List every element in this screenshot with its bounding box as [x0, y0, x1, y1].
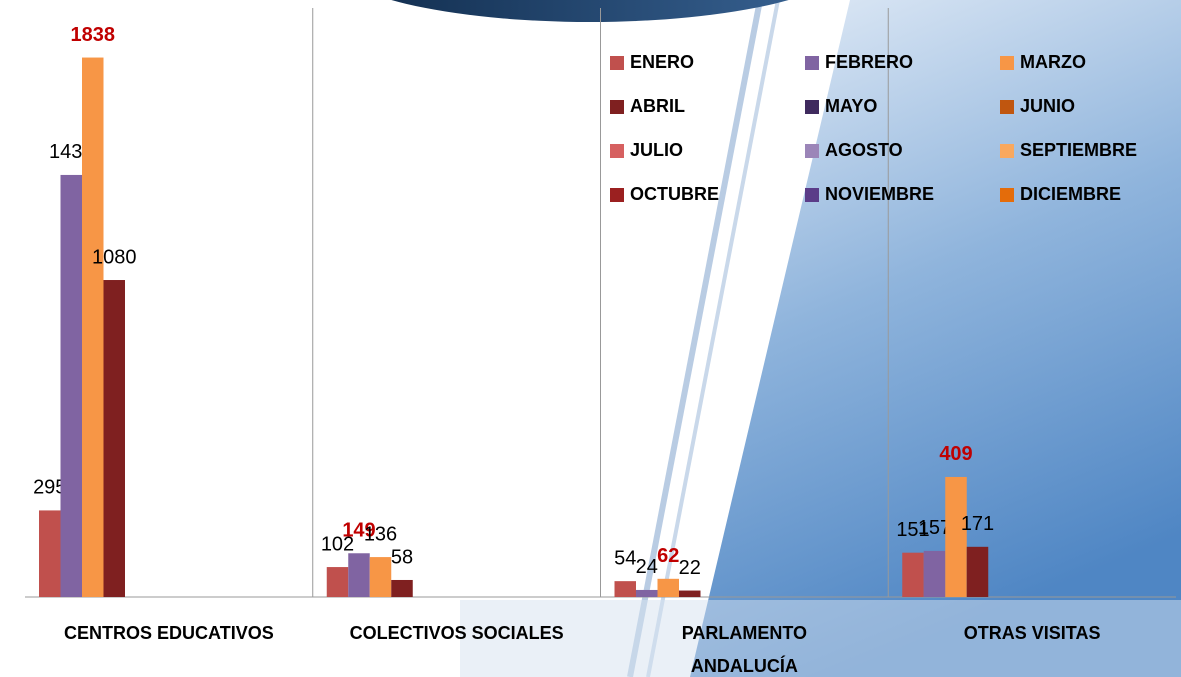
legend-label: AGOSTO [825, 140, 903, 160]
legend-label: DICIEMBRE [1020, 184, 1121, 204]
decor-oval [391, 0, 789, 22]
bar [614, 581, 636, 597]
legend-label: OCTUBRE [630, 184, 719, 204]
bar [103, 280, 125, 597]
bar [326, 567, 349, 597]
background-panel [690, 0, 1181, 677]
legend-swatch [1000, 144, 1014, 158]
data-label: 22 [679, 557, 701, 579]
legend-swatch [805, 144, 819, 158]
legend-label: SEPTIEMBRE [1020, 140, 1137, 160]
legend-label: ENERO [630, 52, 694, 72]
x-tick-label: OTRAS VISITAS [963, 623, 1101, 643]
legend-label: ABRIL [630, 96, 685, 116]
decor-line [646, 0, 780, 677]
data-label: 62 [657, 545, 679, 567]
bar [636, 589, 658, 597]
bar [391, 579, 413, 597]
data-label: 409 [939, 443, 972, 465]
legend-swatch [610, 188, 624, 202]
x-tick-label: CENTROS EDUCATIVOS [64, 623, 274, 643]
legend-label: NOVIEMBRE [825, 184, 934, 204]
bar [902, 552, 924, 597]
legend-swatch [610, 100, 624, 114]
x-tick-label: COLECTIVOS SOCIALES [349, 623, 564, 643]
legend-label: MAYO [825, 96, 877, 116]
data-label: 24 [636, 556, 658, 578]
bar [60, 174, 82, 597]
data-label: 136 [364, 523, 397, 545]
legend-swatch [805, 56, 819, 70]
bar [82, 57, 104, 598]
data-label: 1080 [92, 246, 137, 268]
legend-label: FEBRERO [825, 52, 913, 72]
data-label: 149 [342, 520, 375, 542]
data-label: 54 [614, 547, 636, 569]
legend-swatch [610, 144, 624, 158]
bar [679, 590, 701, 597]
legend-swatch [805, 188, 819, 202]
data-label: 151 [896, 519, 929, 541]
legend-swatch [1000, 56, 1014, 70]
legend-label: JUNIO [1020, 96, 1075, 116]
data-label: 58 [391, 546, 413, 568]
x-tick-label: PARLAMENTO ANDALUCÍA [681, 623, 808, 676]
decor-building [460, 600, 1181, 677]
legend-swatch [805, 100, 819, 114]
decor-line [627, 0, 763, 677]
data-label: 157 [918, 517, 951, 539]
data-label: 295 [33, 477, 66, 499]
legend-swatch [610, 56, 624, 70]
data-label: 102 [321, 533, 354, 555]
bar [348, 553, 370, 597]
bar [945, 476, 967, 597]
bar [923, 550, 946, 597]
legend-label: JULIO [630, 140, 683, 160]
bar [966, 546, 989, 597]
data-label: 1838 [71, 24, 116, 46]
legend-swatch [1000, 100, 1014, 114]
legend-label: MARZO [1020, 52, 1086, 72]
legend-swatch [1000, 188, 1014, 202]
data-label: 171 [961, 513, 994, 535]
bar [39, 510, 61, 597]
bar [657, 578, 679, 597]
bar [369, 557, 392, 597]
